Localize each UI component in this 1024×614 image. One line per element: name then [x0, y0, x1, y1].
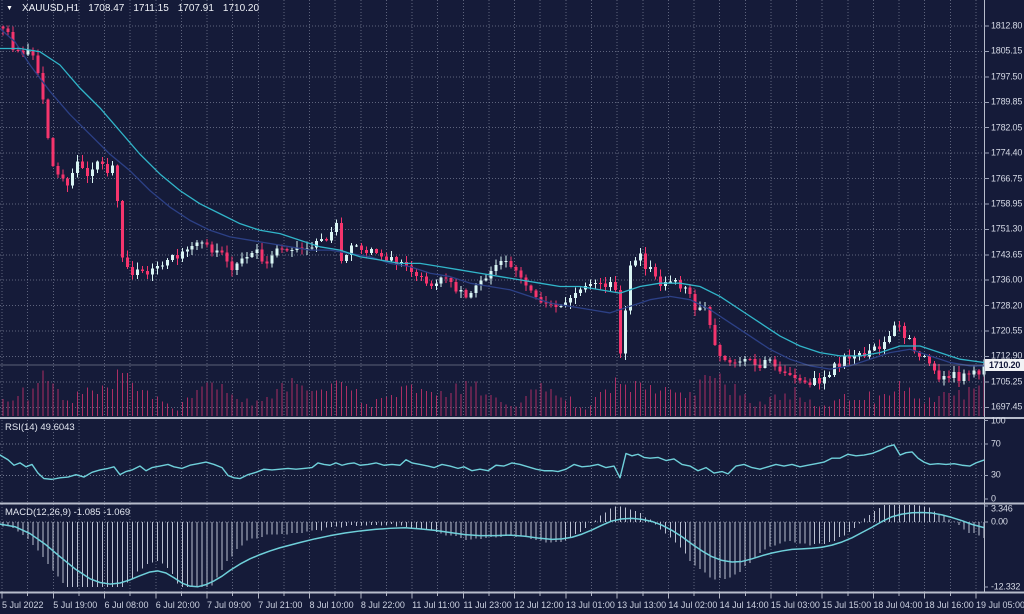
macd-signal-line	[0, 511, 985, 588]
time-axis-label: 7 Jul 09:00	[207, 600, 252, 610]
price-axis-label: 1728.20	[991, 300, 1023, 311]
price-axis-label: 1697.45	[991, 401, 1023, 412]
ma-fast-dark-line	[0, 27, 985, 370]
rsi-axis-label: 100	[991, 415, 1006, 425]
price-axis-label: 1774.40	[991, 147, 1023, 158]
time-axis-label: 11 Jul 23:00	[463, 600, 512, 610]
candles	[1, 25, 986, 390]
price-axis-label: 1743.65	[991, 249, 1023, 260]
axis-ticks	[1, 25, 989, 599]
grid	[0, 0, 984, 592]
time-axis-label: 13 Jul 13:00	[617, 600, 667, 610]
ohlc-open-value: 1708.47	[88, 3, 125, 14]
time-axis-label: 15 Jul 03:00	[770, 600, 820, 610]
time-axis-label: 5 Jul 2022	[2, 600, 44, 610]
time-axis-label: 12 Jul 12:00	[514, 600, 564, 610]
current-price-tag: 1710.20	[985, 359, 1024, 371]
price-axis-label: 1805.15	[991, 45, 1023, 56]
price-axis-label: 1751.30	[991, 223, 1023, 234]
ohlc-close-value: 1710.20	[222, 3, 260, 14]
macd-panel[interactable]	[0, 504, 984, 592]
ma-slow-cyan-line	[0, 47, 985, 364]
price-axis-label: 1812.80	[991, 20, 1023, 31]
price-axis-label: 1789.85	[991, 96, 1023, 107]
price-axis-label: 1736.00	[991, 274, 1023, 285]
macd-histogram	[2, 505, 985, 587]
macd-axis-label: 0.00	[991, 516, 1008, 527]
time-axis-label: 15 Jul 15:00	[822, 600, 872, 610]
macd-axis-label: 3.346	[991, 503, 1013, 514]
time-axis-label: 6 Jul 20:00	[155, 600, 200, 610]
price-chart-panel[interactable]	[0, 0, 984, 418]
ohlc-low-value: 1707.91	[177, 3, 214, 14]
rsi-line	[0, 444, 985, 481]
price-axis-label: 1705.25	[991, 376, 1023, 387]
macd-indicator-label: MACD(12,26,9) -1.085 -1.069	[5, 507, 131, 518]
macd-axis-label: -12.332	[991, 581, 1021, 592]
time-axis-label: 14 Jul 02:00	[668, 600, 718, 610]
price-axis-label: 1712.90	[991, 350, 1023, 361]
time-axis-label: 18 Jul 16:00	[924, 600, 974, 610]
volume-bars	[2, 369, 985, 416]
rsi-panel[interactable]	[0, 419, 984, 503]
time-axis-label: 18 Jul 04:00	[873, 600, 923, 610]
time-axis-label: 7 Jul 21:00	[258, 600, 303, 610]
time-axis-label: 8 Jul 22:00	[360, 600, 405, 610]
time-axis-label: 11 Jul 11:00	[412, 600, 460, 610]
time-axis-label: 6 Jul 08:00	[104, 600, 149, 610]
price-axis-label: 1797.50	[991, 71, 1023, 82]
panel-separators	[0, 0, 1024, 594]
time-axis-label: 14 Jul 14:00	[719, 600, 769, 610]
symbol-timeframe-label: XAUUSD,H1	[21, 3, 80, 14]
rsi-axis-label: 70	[991, 438, 1001, 449]
rsi-axis-label: 0	[991, 493, 996, 504]
symbol-info-bar: ▼ XAUUSD,H1 1708.47 1711.15 1707.91 1710…	[6, 3, 259, 14]
time-axis-label: 5 Jul 19:00	[53, 600, 98, 610]
price-axis-label: 1782.05	[991, 122, 1023, 133]
ohlc-high-value: 1711.15	[133, 3, 169, 14]
price-axis-label: 1758.95	[991, 198, 1023, 209]
rsi-indicator-label: RSI(14) 49.6043	[5, 422, 75, 433]
symbol-dropdown-icon[interactable]: ▼	[6, 5, 13, 12]
price-axis-label: 1720.55	[991, 325, 1023, 336]
rsi-axis-label: 30	[991, 469, 1001, 480]
time-axis-label: 19 Jul 05:00	[975, 600, 1024, 610]
time-axis-label: 8 Jul 10:00	[309, 600, 354, 610]
price-axis-label: 1766.75	[991, 173, 1023, 184]
time-axis-label: 13 Jul 01:00	[565, 600, 615, 610]
